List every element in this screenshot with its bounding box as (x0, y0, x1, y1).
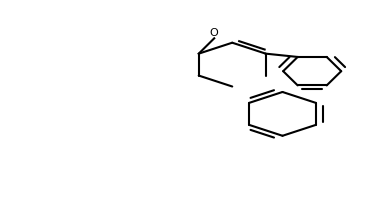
Text: O: O (210, 28, 219, 38)
